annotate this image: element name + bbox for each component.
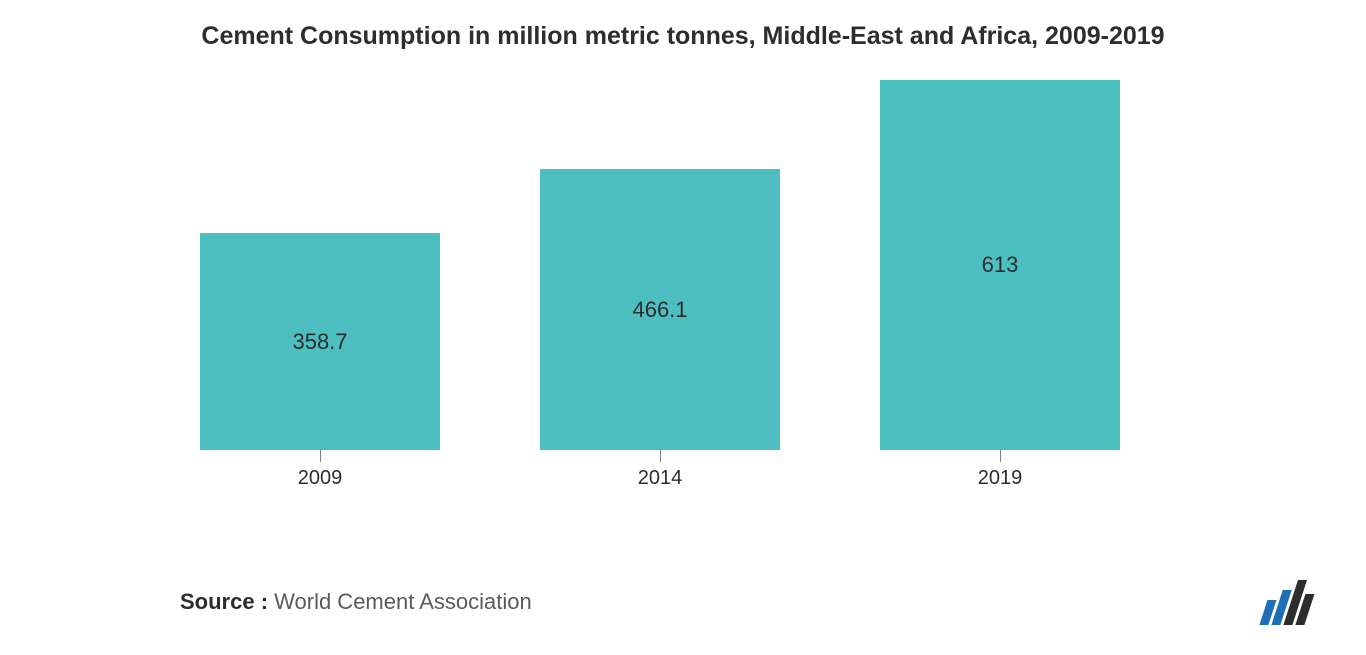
bar-value-label: 613: [982, 252, 1019, 278]
axis-tick: [1000, 450, 1001, 462]
source-line: Source : World Cement Association: [180, 589, 532, 615]
category-label: 2019: [978, 467, 1023, 490]
source-text: World Cement Association: [268, 589, 532, 614]
bar: 466.1: [540, 169, 780, 450]
chart-container: Cement Consumption in million metric ton…: [0, 0, 1366, 655]
category-label: 2014: [638, 467, 683, 490]
axis-tick: [660, 450, 661, 462]
category-label: 2009: [298, 467, 343, 490]
bars-row: 358.72009 466.12014 6132019: [200, 80, 1120, 450]
chart-title: Cement Consumption in million metric ton…: [0, 22, 1366, 51]
bar: 358.7: [200, 233, 440, 450]
chart-area: 358.72009 466.12014 6132019: [200, 80, 1120, 480]
mordor-logo-icon: [1256, 580, 1326, 625]
axis-tick: [320, 450, 321, 462]
bar-group: 466.12014: [540, 169, 780, 450]
bar-value-label: 466.1: [632, 297, 687, 323]
bar: 613: [880, 80, 1120, 450]
source-label: Source :: [180, 589, 268, 614]
bar-value-label: 358.7: [292, 329, 347, 355]
bar-group: 358.72009: [200, 233, 440, 450]
bar-group: 6132019: [880, 80, 1120, 450]
